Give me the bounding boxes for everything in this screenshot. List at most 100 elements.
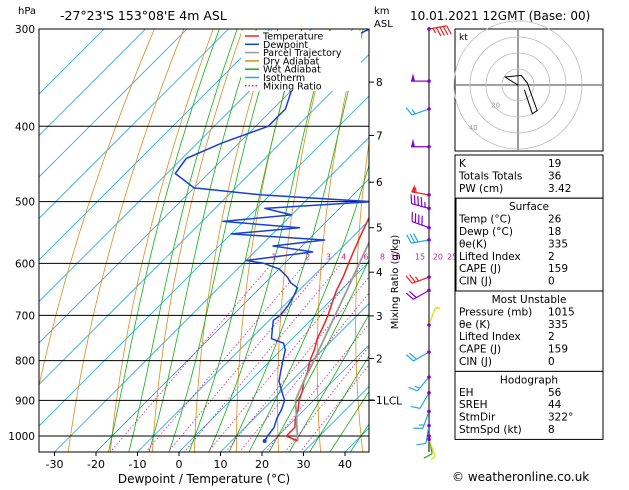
surface-row-value: 26 [548,214,562,226]
height-tick-label: 3 [376,311,383,323]
surface-title: Surface [509,201,549,213]
isotherm-line [39,29,271,261]
wind-barb-flag [413,427,423,429]
wind-barb-dot [427,238,431,242]
pressure-tick-label: 700 [15,310,35,322]
temperature-tick-label: -20 [87,458,105,471]
height-tick-label: 5 [376,223,383,235]
mixing-ratio-tick-label: 4 [341,252,346,261]
wind-barb-flag [413,195,416,205]
temperature-tick-label: 10 [214,458,228,471]
most-unstable-row-value: 159 [548,344,568,356]
isotherm-line [261,344,369,452]
skewt-profiles [174,29,369,444]
wind-barb-flag [410,194,413,204]
hodograph-trace [503,74,538,115]
mixing-ratio-tick-label: 20 [433,252,443,261]
isotherm-line [178,261,369,452]
most-unstable-row-label: Pressure (mb) [459,306,532,318]
wind-barb-flag [414,213,417,223]
legend-label: Wet Adiabat [263,65,321,76]
most-unstable-row-value: 0 [548,356,555,368]
temperature-tick-label: 30 [297,458,311,471]
most-unstable-row-value: 1015 [548,306,575,318]
wind-barb-flag [405,107,413,116]
wind-barb-dot [427,350,431,354]
legend-label: Temperature [262,32,323,43]
wind-barb-flag [405,275,413,284]
asl-unit-label: ASL [374,19,393,30]
skewt-axes: 300 400 500 600 700 800 900 1000 -30 -20 -10 0 10 20 3… [8,24,457,471]
surface-row-value: 159 [548,263,568,275]
mixing-ratio-line [183,263,343,452]
wet-adiabat-line [228,29,364,452]
hodograph-row-value: 8 [548,424,555,436]
wind-barb-dot [427,409,431,414]
wind-barb [411,73,431,83]
wind-barb-dot [427,225,431,230]
wind-barb-flag [405,354,414,362]
mixing-ratio-line [207,263,365,452]
mixing-ratio-line [299,364,369,452]
wet-adiabat-line [248,163,369,452]
surface-row-label: Lifted Index [459,251,521,263]
dry-adiabat-line [151,29,244,452]
wind-barb [411,184,431,197]
height-tick-label: 2 [376,353,383,365]
hodograph-frame [454,28,604,152]
isotherm-line [136,219,369,452]
mixing-ratio-tick-label: 2 [305,252,310,261]
index-row-label: K [459,158,467,170]
wind-barb-flag [446,25,452,35]
wind-barb-flag [408,386,418,392]
height-tick-label: 8 [376,77,383,89]
wind-barb [410,390,431,409]
most-unstable-row-label: Lifted Index [459,331,521,343]
wind-barb [413,409,431,429]
legend-label: Dry Adiabat [263,56,320,67]
height-tick-label: 7 [376,130,383,142]
wind-barb-staff [428,307,436,326]
index-row-label: Totals Totals [458,170,522,182]
wind-barb-dot [427,144,431,149]
mixing-ratio-line [167,263,327,452]
wind-barb-half-flag [411,109,416,115]
hpa-unit-label: hPa [18,6,36,17]
isotherm-line [53,136,369,452]
wet-adiabat-line [148,29,257,452]
surface-row-label: Temp (°C) [458,214,511,226]
wind-barb-staff [411,203,430,209]
wind-barb-dot [427,288,431,293]
dry-adiabat-line [109,29,214,452]
wind-barb-flag [416,442,426,446]
wind-barb-flag [406,234,412,244]
wind-barb-staff [425,425,430,444]
wind-barb-half-flag [424,202,426,208]
wind-barb-pennant [411,73,415,82]
wind-barb-dot [427,434,431,438]
wind-barb-dot [427,79,431,83]
wind-barb [405,274,431,284]
mixing-ratio-line [145,263,306,452]
legend-background [241,31,361,91]
wind-barb-flag [405,292,414,300]
wind-barb-flag [421,215,423,226]
hodograph-row-value: 322° [548,412,573,424]
hodograph-row-label: SREH [459,399,488,411]
pressure-tick-label: 400 [15,121,35,133]
height-tick-label: 6 [376,177,383,189]
location-title: -27°23'S 153°08'E 4m ASL [60,8,227,23]
plot-frame [38,28,370,453]
hodograph-ring-label: 40 [469,124,478,132]
mixing-ratio-tick-label: 3 [326,252,331,261]
most-unstable-row-value: 2 [548,331,555,343]
dewpoint-profile [174,29,369,442]
wind-barb-flag [435,27,442,37]
surface-row-value: 18 [548,226,561,238]
wind-barb [406,233,431,244]
mixing-ratio-line [284,345,369,452]
legend-label: Parcel Trajectory [263,48,342,59]
wind-barbs [405,25,452,461]
legend-label: Isotherm [263,73,305,84]
